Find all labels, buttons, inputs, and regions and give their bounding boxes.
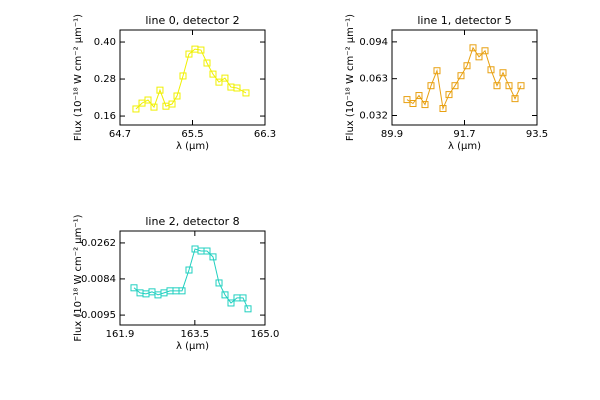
data-point [511, 95, 519, 103]
y-axis-label: Flux (10⁻¹⁸ W cm⁻² μm⁻¹) [345, 14, 356, 141]
x-axis-label: λ (μm) [176, 341, 209, 352]
data-point [185, 50, 193, 58]
data-point [209, 253, 217, 261]
data-point [178, 287, 186, 295]
data-point [233, 84, 241, 92]
data-point [130, 284, 138, 292]
data-point [403, 96, 411, 104]
data-point [150, 103, 158, 111]
data-point [144, 96, 152, 104]
x-axis-label: λ (μm) [176, 141, 209, 152]
data-point [409, 100, 417, 108]
plot-frame [391, 29, 538, 126]
data-point [421, 101, 429, 109]
data-point [215, 279, 223, 287]
data-point [457, 72, 465, 80]
panel: line 0, detector 2 64.7 65.5 66.3 0.40 0.28 0.… [73, 14, 276, 152]
y-tick-label: 0.28 [94, 74, 116, 85]
y-tick-label: −0.0095 [73, 310, 116, 321]
x-tick-label: 65.5 [181, 129, 203, 140]
data-point [221, 74, 229, 82]
x-tick-label: 91.7 [453, 129, 475, 140]
panel: line 1, detector 5 89.9 91.7 93.5 0.094 0.063… [345, 14, 548, 152]
data-point [209, 70, 217, 78]
data-point [156, 86, 164, 94]
data-point [445, 91, 453, 99]
x-tick-label: 163.5 [181, 329, 210, 340]
panel-title: line 1, detector 5 [417, 14, 511, 27]
y-tick-label: 0.032 [359, 111, 388, 122]
data-point [179, 72, 187, 80]
plot-frame [119, 29, 266, 126]
data-point [168, 100, 176, 108]
x-tick-label: 161.9 [106, 329, 135, 340]
data-point [487, 66, 495, 74]
data-point [433, 67, 441, 75]
data-point [215, 78, 223, 86]
data-point [517, 82, 525, 90]
data-point [439, 104, 447, 112]
x-tick-label: 66.3 [254, 129, 276, 140]
data-point [475, 53, 483, 61]
data-point [415, 92, 423, 100]
x-tick-label: 64.7 [109, 129, 131, 140]
data-point [242, 89, 250, 97]
y-tick-label: 0.40 [94, 37, 116, 48]
data-point [203, 59, 211, 67]
data-point [227, 299, 235, 307]
data-point [239, 294, 247, 302]
data-point [451, 82, 459, 90]
panel-title: line 0, detector 2 [145, 14, 239, 27]
data-line [133, 248, 249, 310]
data-point [481, 47, 489, 55]
plot-frame [119, 230, 266, 326]
data-point [203, 247, 211, 255]
data-point [505, 82, 513, 90]
y-tick-label: 0.063 [359, 74, 388, 85]
data-point [469, 44, 477, 52]
data-point [499, 69, 507, 77]
data-point [173, 92, 181, 100]
x-tick-label: 89.9 [381, 129, 403, 140]
data-line [135, 48, 247, 110]
data-point [427, 82, 435, 90]
y-tick-label: 0.0262 [81, 238, 116, 249]
y-tick-label: 0.0084 [81, 274, 116, 285]
y-tick-label: 0.16 [94, 111, 116, 122]
x-tick-label: 93.5 [526, 129, 548, 140]
panel: line 2, detector 8 161.9 163.5 165.0 0.0262 0… [73, 214, 280, 352]
data-point [493, 82, 501, 90]
data-point [244, 305, 252, 313]
x-axis-label: λ (μm) [448, 141, 481, 152]
data-point [463, 62, 471, 70]
data-point [132, 105, 140, 113]
data-point [185, 266, 193, 274]
y-tick-label: 0.094 [359, 37, 388, 48]
y-axis-label: Flux (10⁻¹⁸ W cm⁻² μm⁻¹) [73, 14, 84, 141]
data-point [197, 46, 205, 54]
panel-title: line 2, detector 8 [145, 215, 239, 228]
data-point [221, 291, 229, 299]
y-axis-label: Flux (10⁻¹⁸ W cm⁻² μm⁻¹) [73, 214, 84, 341]
x-tick-label: 165.0 [251, 329, 280, 340]
